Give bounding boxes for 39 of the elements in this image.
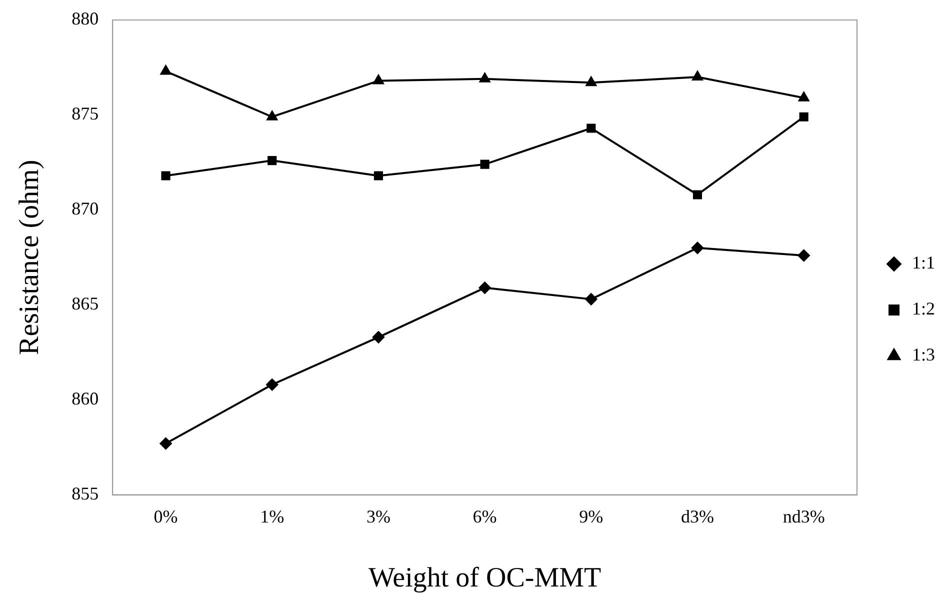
y-tick-label: 860 [72,388,99,409]
point [374,171,383,180]
point [480,160,490,169]
point [585,293,598,306]
point [691,242,704,254]
x-axis-title: Weight of OC-MMT [368,562,602,594]
point [160,438,172,450]
x-tick-label: 1% [260,506,284,526]
point [692,70,703,80]
point [798,250,810,262]
x-tick-label: 9% [579,506,604,526]
x-tick-label: nd3% [782,506,825,526]
y-tick-label: 855 [72,484,99,504]
point [268,156,277,166]
x-tick-label: d3% [680,506,714,526]
x-tick-label: 0% [154,506,178,526]
point [586,124,596,133]
y-tick-label: 865 [72,294,99,314]
x-tick-label: 6% [472,506,497,526]
point [160,65,172,75]
point [479,72,490,82]
legend-label: 1:2 [912,298,936,319]
point [478,282,491,294]
point [372,331,384,344]
point [799,112,808,122]
point [266,110,278,120]
legend-label: 1:3 [912,344,936,365]
y-tick-label: 875 [72,104,99,124]
point [161,171,170,180]
y-tick-label: 870 [72,198,99,219]
point [586,76,596,86]
y-axis-title: Resistance (ohm) [14,160,46,355]
x-tick-label: 3% [366,506,390,526]
point [266,378,278,391]
point [692,190,702,200]
legend-label: 1:1 [912,252,936,273]
y-tick-label: 880 [72,8,99,29]
point [373,74,384,84]
point [798,92,810,102]
